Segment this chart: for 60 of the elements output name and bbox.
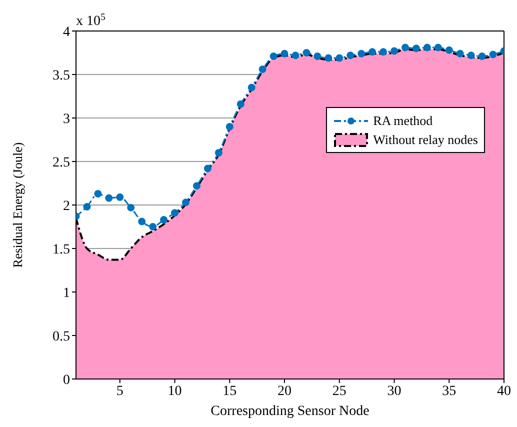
y-tick-label: 2.5 (52, 155, 70, 170)
point (467, 52, 475, 60)
point (478, 52, 486, 60)
point (105, 194, 113, 202)
x-tick-label: 35 (442, 384, 456, 399)
point (127, 204, 135, 212)
y-tick-label: 1.5 (52, 242, 70, 258)
y-tick-label: 3.5 (52, 68, 70, 84)
point (336, 54, 344, 62)
point (160, 216, 168, 224)
point (204, 164, 212, 172)
x-axis-title: Corresponding Sensor Node (210, 404, 370, 419)
text: x 10$^{5}$ (76, 12, 106, 29)
point (248, 84, 256, 92)
y-tick-label: 0 (63, 372, 70, 388)
x-tick-label: 5 (116, 384, 124, 399)
point (270, 52, 278, 60)
point (138, 218, 146, 226)
point (214, 149, 222, 157)
point (346, 52, 354, 60)
point (116, 193, 124, 201)
y-tick-label: 3 (63, 112, 70, 127)
point (401, 44, 409, 52)
x-tick-label: 40 (497, 384, 511, 399)
point (489, 50, 497, 58)
point (456, 50, 464, 58)
point (171, 209, 179, 217)
y-axis-title: Residual Energy (Joule) (10, 142, 25, 268)
point (314, 52, 322, 60)
x-tick-label: 25 (332, 384, 346, 399)
point (292, 52, 300, 60)
y-tick-label: 0.5 (52, 329, 70, 344)
point (258, 66, 266, 74)
point (236, 100, 244, 108)
point (423, 44, 431, 52)
point (390, 47, 398, 55)
point (324, 54, 332, 62)
legend-label: RA method (373, 112, 433, 128)
x-tick-label: 10 (168, 384, 182, 399)
point (380, 48, 388, 56)
point (434, 44, 442, 52)
point (182, 198, 190, 206)
point (149, 223, 157, 230)
x-tick-label: 30 (387, 384, 402, 399)
point (83, 202, 91, 210)
point (445, 46, 453, 54)
point (94, 190, 102, 198)
point (302, 49, 310, 56)
x-tick-label: 20 (278, 384, 292, 399)
point (192, 182, 200, 190)
point (226, 122, 234, 130)
y-tick-label: 4 (63, 24, 70, 40)
point (412, 44, 420, 52)
point (358, 50, 366, 58)
y-tick-label: 1 (63, 286, 70, 301)
x-tick-label: 15 (222, 384, 237, 399)
point (368, 48, 376, 56)
point (280, 50, 288, 58)
y-tick-label: 2 (63, 198, 70, 214)
legend-label: Without relay nodes (373, 132, 478, 148)
